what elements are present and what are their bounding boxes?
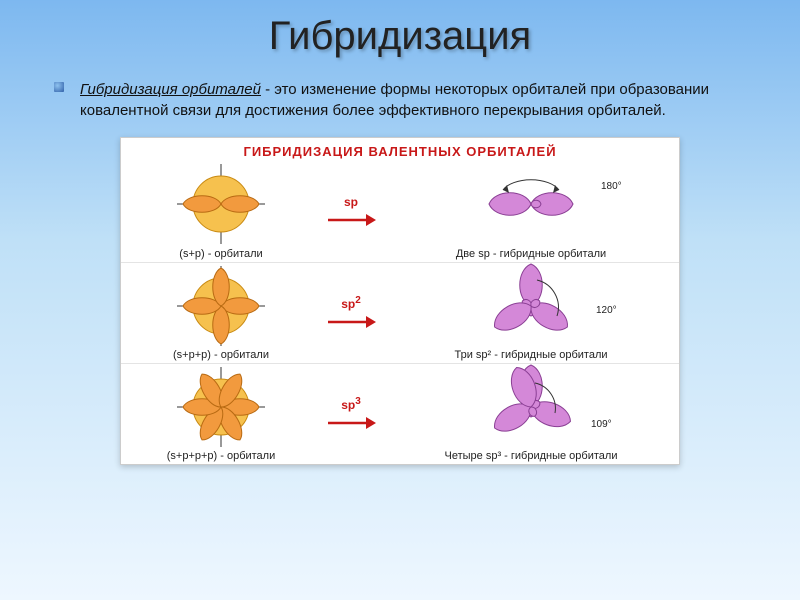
term: Гибридизация орбиталей (80, 81, 261, 98)
hybrid-orbitals-svg (381, 364, 681, 452)
hybrid-orbitals-svg (381, 161, 681, 249)
hybrid-cell: 109° Четыре sp³ - гибридные орбитали (381, 364, 681, 464)
hybrid-caption: Две sp - гибридные орбитали (381, 248, 681, 260)
bullet-icon (54, 82, 64, 92)
hybrid-cell: 180° Две sp - гибридные орбитали (381, 161, 681, 262)
hybrid-orbitals-svg (381, 263, 681, 351)
angle-label: 109° (591, 419, 612, 430)
hybrid-caption: Три sp² - гибридные орбитали (381, 349, 681, 361)
arrow-cell: sp2 (321, 295, 381, 331)
figure-row: (s+p+p) - орбитали sp2 120° Три sp² - гибр… (121, 262, 679, 363)
angle-label: 180° (601, 181, 622, 192)
source-cell: (s+p+p+p) - орбитали (121, 364, 321, 464)
source-caption: (s+p+p) - орбитали (121, 349, 321, 361)
arrow-cell: sp (321, 195, 381, 229)
source-orbitals-svg (121, 364, 321, 452)
hybrid-caption: Четыре sp³ - гибридные орбитали (381, 450, 681, 462)
arrow-label: sp (344, 195, 358, 209)
arrow-label: sp3 (341, 396, 361, 412)
hybrid-cell: 120° Три sp² - гибридные орбитали (381, 263, 681, 363)
figure-title: ГИБРИДИЗАЦИЯ ВАЛЕНТНЫХ ОРБИТАЛЕЙ (121, 138, 679, 161)
arrow-icon (326, 313, 376, 331)
definition-paragraph: Гибридизация орбиталей - это изменение ф… (0, 59, 800, 131)
source-cell: (s+p+p) - орбитали (121, 263, 321, 363)
source-orbitals-svg (121, 263, 321, 351)
arrow-label: sp2 (341, 295, 361, 311)
hybridization-figure: ГИБРИДИЗАЦИЯ ВАЛЕНТНЫХ ОРБИТАЛЕЙ (s+p) -… (120, 137, 680, 465)
page-title: Гибридизация (0, 0, 800, 59)
arrow-icon (326, 211, 376, 229)
source-cell: (s+p) - орбитали (121, 161, 321, 262)
source-caption: (s+p+p+p) - орбитали (121, 450, 321, 462)
source-caption: (s+p) - орбитали (121, 248, 321, 260)
figure-row: (s+p+p+p) - орбитали sp3 109° Четыре sp³ -… (121, 363, 679, 464)
source-orbitals-svg (121, 161, 321, 249)
figure-row: (s+p) - орбитали sp 180° Две sp - гибридны… (121, 161, 679, 262)
arrow-icon (326, 414, 376, 432)
arrow-cell: sp3 (321, 396, 381, 432)
angle-label: 120° (596, 305, 617, 316)
